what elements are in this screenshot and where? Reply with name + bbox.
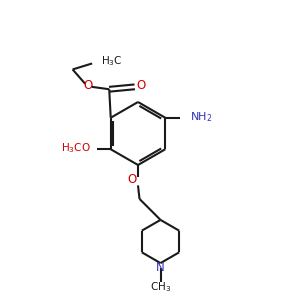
Text: O: O — [137, 79, 146, 92]
Text: H$_3$C: H$_3$C — [101, 54, 123, 68]
Text: H$_3$CO: H$_3$CO — [61, 141, 91, 155]
Text: N: N — [156, 261, 165, 274]
Text: CH$_3$: CH$_3$ — [150, 280, 171, 294]
Text: O: O — [128, 173, 136, 187]
Text: O: O — [84, 79, 93, 92]
Text: NH$_2$: NH$_2$ — [190, 110, 212, 124]
